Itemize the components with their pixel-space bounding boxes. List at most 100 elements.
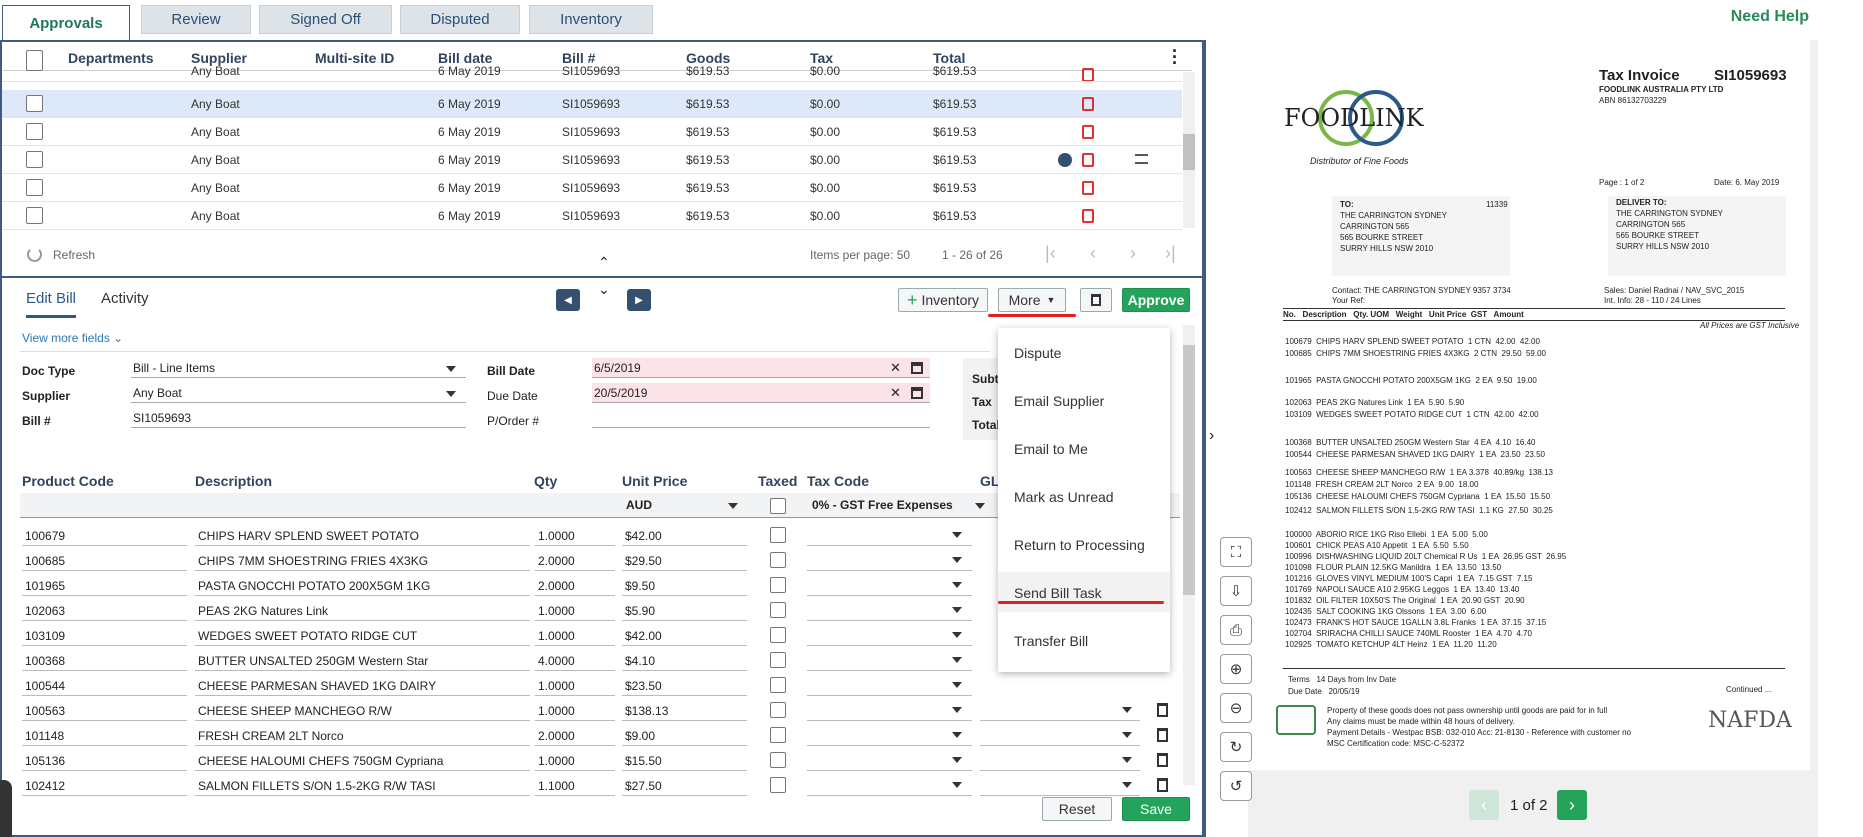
fullscreen-icon[interactable]: ⛶	[1220, 537, 1252, 567]
tab-inventory[interactable]: Inventory	[529, 5, 653, 34]
line-product-code[interactable]: 100679	[22, 524, 187, 546]
delete-line-icon[interactable]	[1157, 778, 1168, 792]
supplier-select[interactable]: Any Boat	[131, 383, 466, 403]
line-taxcode-select[interactable]	[807, 674, 972, 696]
bottom-left-tab[interactable]	[0, 780, 12, 837]
line-taxcode-select[interactable]	[807, 699, 972, 721]
line-taxed-checkbox[interactable]	[770, 677, 786, 693]
line-description[interactable]: CHEESE SHEEP MANCHEGO R/W	[195, 699, 530, 721]
print-icon[interactable]: ⎙	[1220, 615, 1252, 645]
prev-page-icon[interactable]: ‹	[1090, 243, 1096, 263]
zoom-in-icon[interactable]: ⊕	[1220, 654, 1252, 684]
doc-type-select[interactable]: Bill - Line Items	[131, 358, 466, 378]
line-qty[interactable]: 1.0000	[535, 674, 615, 696]
tab-review[interactable]: Review	[141, 5, 251, 34]
line-product-code[interactable]: 101148	[22, 724, 187, 746]
line-taxcode-select[interactable]	[807, 774, 972, 796]
collapse-down-icon[interactable]: ⌄	[598, 281, 610, 297]
line-unit-price[interactable]: $42.00	[622, 624, 747, 646]
porder-input[interactable]	[592, 408, 930, 428]
first-page-icon[interactable]: |‹	[1045, 243, 1056, 263]
refresh-icon[interactable]	[27, 247, 42, 262]
line-taxed-checkbox[interactable]	[770, 752, 786, 768]
line-description[interactable]: FRESH CREAM 2LT Norco	[195, 724, 530, 746]
line-product-code[interactable]: 100544	[22, 674, 187, 696]
line-taxed-checkbox[interactable]	[770, 552, 786, 568]
line-taxcode-select[interactable]	[807, 549, 972, 571]
splitter[interactable]	[2, 276, 1202, 278]
col-goods[interactable]: Goods	[686, 50, 731, 66]
line-taxcode-select[interactable]	[807, 624, 972, 646]
refresh-button[interactable]: Refresh	[53, 248, 96, 262]
line-taxed-checkbox[interactable]	[770, 527, 786, 543]
line-unit-price[interactable]: $9.00	[622, 724, 747, 746]
lines-scrollbar[interactable]	[1183, 325, 1195, 785]
delete-line-icon[interactable]	[1157, 753, 1168, 767]
clear-icon[interactable]: ✕	[890, 360, 901, 375]
line-description[interactable]: BUTTER UNSALTED 250GM Western Star	[195, 649, 530, 671]
col-bill-date[interactable]: Bill date	[438, 50, 493, 66]
menu-item-mark-unread[interactable]: Mark as Unread	[1014, 489, 1114, 505]
zoom-out-icon[interactable]: ⊖	[1220, 693, 1252, 723]
need-help-link[interactable]: Need Help	[1730, 8, 1809, 25]
line-gl-select[interactable]	[980, 724, 1140, 746]
calendar-icon[interactable]	[911, 362, 923, 374]
line-product-code[interactable]: 102412	[22, 774, 187, 796]
expand-viewer-icon[interactable]: ›	[1209, 427, 1215, 444]
line-unit-price[interactable]: $23.50	[622, 674, 747, 696]
table-row[interactable]: Any Boat 6 May 2019 SI1059693 $619.53 $0.00 $…	[2, 146, 1182, 174]
delete-line-icon[interactable]	[1157, 728, 1168, 742]
line-taxcode-select[interactable]	[807, 574, 972, 596]
menu-item-transfer-bill[interactable]: Transfer Bill	[1014, 633, 1089, 649]
view-more-fields-link[interactable]: View more fields ⌄	[22, 331, 124, 345]
line-item-row[interactable]: 100679 CHIPS HARV SPLEND SWEET POTATO 1.00…	[22, 524, 1162, 549]
calendar-icon[interactable]	[911, 387, 923, 399]
line-product-code[interactable]: 100563	[22, 699, 187, 721]
line-product-code[interactable]: 105136	[22, 749, 187, 771]
tab-approvals[interactable]: Approvals	[2, 5, 130, 41]
table-row[interactable]: Any Boat 6 May 2019 SI1059693 $619.53 $0.00 $…	[2, 174, 1182, 202]
line-taxcode-select[interactable]	[807, 749, 972, 771]
line-taxed-checkbox[interactable]	[770, 577, 786, 593]
line-item-row[interactable]: 100563 CHEESE SHEEP MANCHEGO R/W 1.0000 $13…	[22, 699, 1168, 724]
line-item-row[interactable]: 103109 WEDGES SWEET POTATO RIDGE CUT 1.000…	[22, 624, 1162, 649]
copy-icon[interactable]	[1082, 68, 1094, 81]
line-description[interactable]: CHIPS 7MM SHOESTRING FRIES 4X3KG	[195, 549, 530, 571]
line-qty[interactable]: 2.0000	[535, 724, 615, 746]
taxcode-select[interactable]: 0% - GST Free Expenses	[812, 498, 953, 512]
line-description[interactable]: SALMON FILLETS S/ON 1.5-2KG R/W TASI	[195, 774, 530, 796]
rotate-left-icon[interactable]: ↺	[1220, 771, 1252, 801]
line-taxed-checkbox[interactable]	[770, 627, 786, 643]
menu-item-send-bill-task[interactable]: Send Bill Task	[1014, 585, 1102, 601]
line-qty[interactable]: 1.1000	[535, 774, 615, 796]
table-row[interactable]: Any Boat 6 May 2019 SI1059693 $619.53 $0.00 $…	[2, 90, 1182, 118]
copy-icon[interactable]	[1082, 181, 1094, 195]
currency-select[interactable]: AUD	[626, 498, 652, 512]
rotate-right-icon[interactable]: ↻	[1220, 732, 1252, 762]
line-gl-select[interactable]	[980, 749, 1140, 771]
col-total[interactable]: Total	[933, 50, 966, 66]
prev-bill-button[interactable]: ◀	[556, 289, 580, 311]
table-row[interactable]: Any Boat 6 May 2019 SI1059693 $619.53 $0.00 $…	[2, 62, 1182, 82]
add-inventory-button[interactable]: + Inventory	[898, 288, 988, 312]
bill-date-input[interactable]: 6/5/2019	[592, 358, 930, 378]
line-qty[interactable]: 1.0000	[535, 749, 615, 771]
line-unit-price[interactable]: $42.00	[622, 524, 747, 546]
line-item-row[interactable]: 102063 PEAS 2KG Natures Link 1.0000 $5.90	[22, 599, 1162, 624]
line-qty[interactable]: 1.0000	[535, 699, 615, 721]
col-bill-number[interactable]: Bill #	[562, 50, 596, 66]
line-unit-price[interactable]: $29.50	[622, 549, 747, 571]
tab-disputed[interactable]: Disputed	[400, 5, 520, 34]
copy-icon[interactable]	[1082, 125, 1094, 139]
line-product-code[interactable]: 100685	[22, 549, 187, 571]
delete-line-icon[interactable]	[1157, 703, 1168, 717]
line-unit-price[interactable]: $27.50	[622, 774, 747, 796]
line-qty[interactable]: 1.0000	[535, 524, 615, 546]
line-taxcode-select[interactable]	[807, 524, 972, 546]
line-taxcode-select[interactable]	[807, 599, 972, 621]
col-departments[interactable]: Departments	[68, 50, 154, 66]
line-taxed-checkbox[interactable]	[770, 702, 786, 718]
line-product-code[interactable]: 102063	[22, 599, 187, 621]
line-qty[interactable]: 2.0000	[535, 574, 615, 596]
menu-item-email-to-me[interactable]: Email to Me	[1014, 441, 1088, 457]
